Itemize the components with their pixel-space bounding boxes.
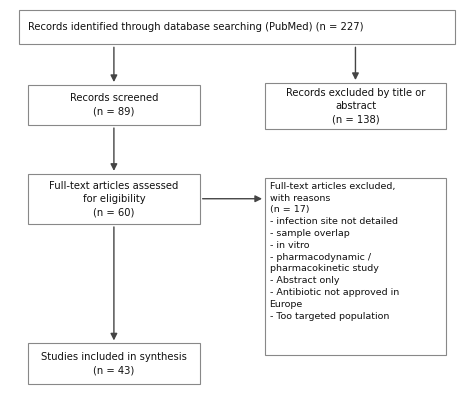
Text: Full-text articles excluded,
with reasons
(n = 17)
- infection site not detailed: Full-text articles excluded, with reason… [270, 182, 399, 321]
Text: Records screened
(n = 89): Records screened (n = 89) [70, 94, 158, 117]
FancyBboxPatch shape [28, 85, 200, 125]
FancyBboxPatch shape [265, 178, 446, 356]
FancyBboxPatch shape [28, 343, 200, 384]
Text: Full-text articles assessed
for eligibility
(n = 60): Full-text articles assessed for eligibil… [49, 181, 179, 217]
FancyBboxPatch shape [265, 83, 446, 129]
FancyBboxPatch shape [18, 10, 456, 44]
Text: Studies included in synthesis
(n = 43): Studies included in synthesis (n = 43) [41, 352, 187, 375]
Text: Records identified through database searching (PubMed) (n = 227): Records identified through database sear… [28, 22, 364, 32]
Text: Records excluded by title or
abstract
(n = 138): Records excluded by title or abstract (n… [286, 88, 425, 124]
FancyBboxPatch shape [28, 174, 200, 224]
